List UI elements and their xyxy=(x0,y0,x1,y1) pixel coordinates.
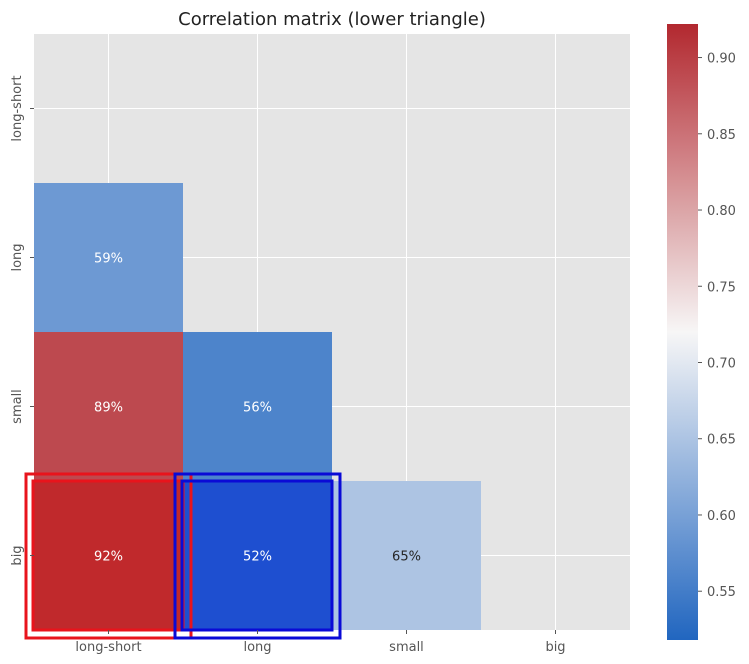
x-tick-label: small xyxy=(389,640,424,655)
heatmap-cell xyxy=(332,481,481,630)
heatmap-cell xyxy=(183,332,332,481)
cell-value-label: 89% xyxy=(94,401,123,416)
colorbar-tick-label: 0.60 xyxy=(707,509,736,524)
colorbar-tick-label: 0.75 xyxy=(707,280,736,295)
colorbar-gradient xyxy=(667,24,698,640)
colorbar-tick-label: 0.85 xyxy=(707,128,736,143)
colorbar-tick-label: 0.55 xyxy=(707,585,736,600)
colorbar: 0.55 0.60 0.65 0.70 0.75 0.80 0.85 0.90 xyxy=(667,24,736,640)
y-tick-label: small xyxy=(10,389,25,424)
x-tick-label: big xyxy=(545,640,565,655)
highlight-box-outer xyxy=(173,472,342,640)
y-tick-label: big xyxy=(10,545,25,565)
colorbar-tick-label: 0.90 xyxy=(707,52,736,67)
chart-title: Correlation matrix (lower triangle) xyxy=(178,9,486,30)
plot-area: 59% 89% 56% 92% 52% 65% long-short long small big… xyxy=(10,34,630,655)
heatmap-cell xyxy=(34,332,183,481)
cell-value-label: 59% xyxy=(94,252,123,267)
highlight-box-outer xyxy=(24,472,193,640)
cell-value-label: 56% xyxy=(243,401,272,416)
heatmap-cell xyxy=(183,481,332,630)
y-tick-label: long xyxy=(10,243,25,271)
cell-value-label: 65% xyxy=(392,550,421,565)
cell-value-label: 92% xyxy=(94,550,123,565)
heatmap-cell xyxy=(34,481,183,630)
heatmap-cell xyxy=(34,183,183,332)
colorbar-tick-label: 0.70 xyxy=(707,356,736,371)
colorbar-tick-label: 0.65 xyxy=(707,433,736,448)
y-tick-label: long-short xyxy=(10,75,25,141)
cell-value-label: 52% xyxy=(243,550,272,565)
x-tick-label: long-short xyxy=(75,640,141,655)
x-tick-label: long xyxy=(243,640,271,655)
colorbar-tick-label: 0.80 xyxy=(707,204,736,219)
